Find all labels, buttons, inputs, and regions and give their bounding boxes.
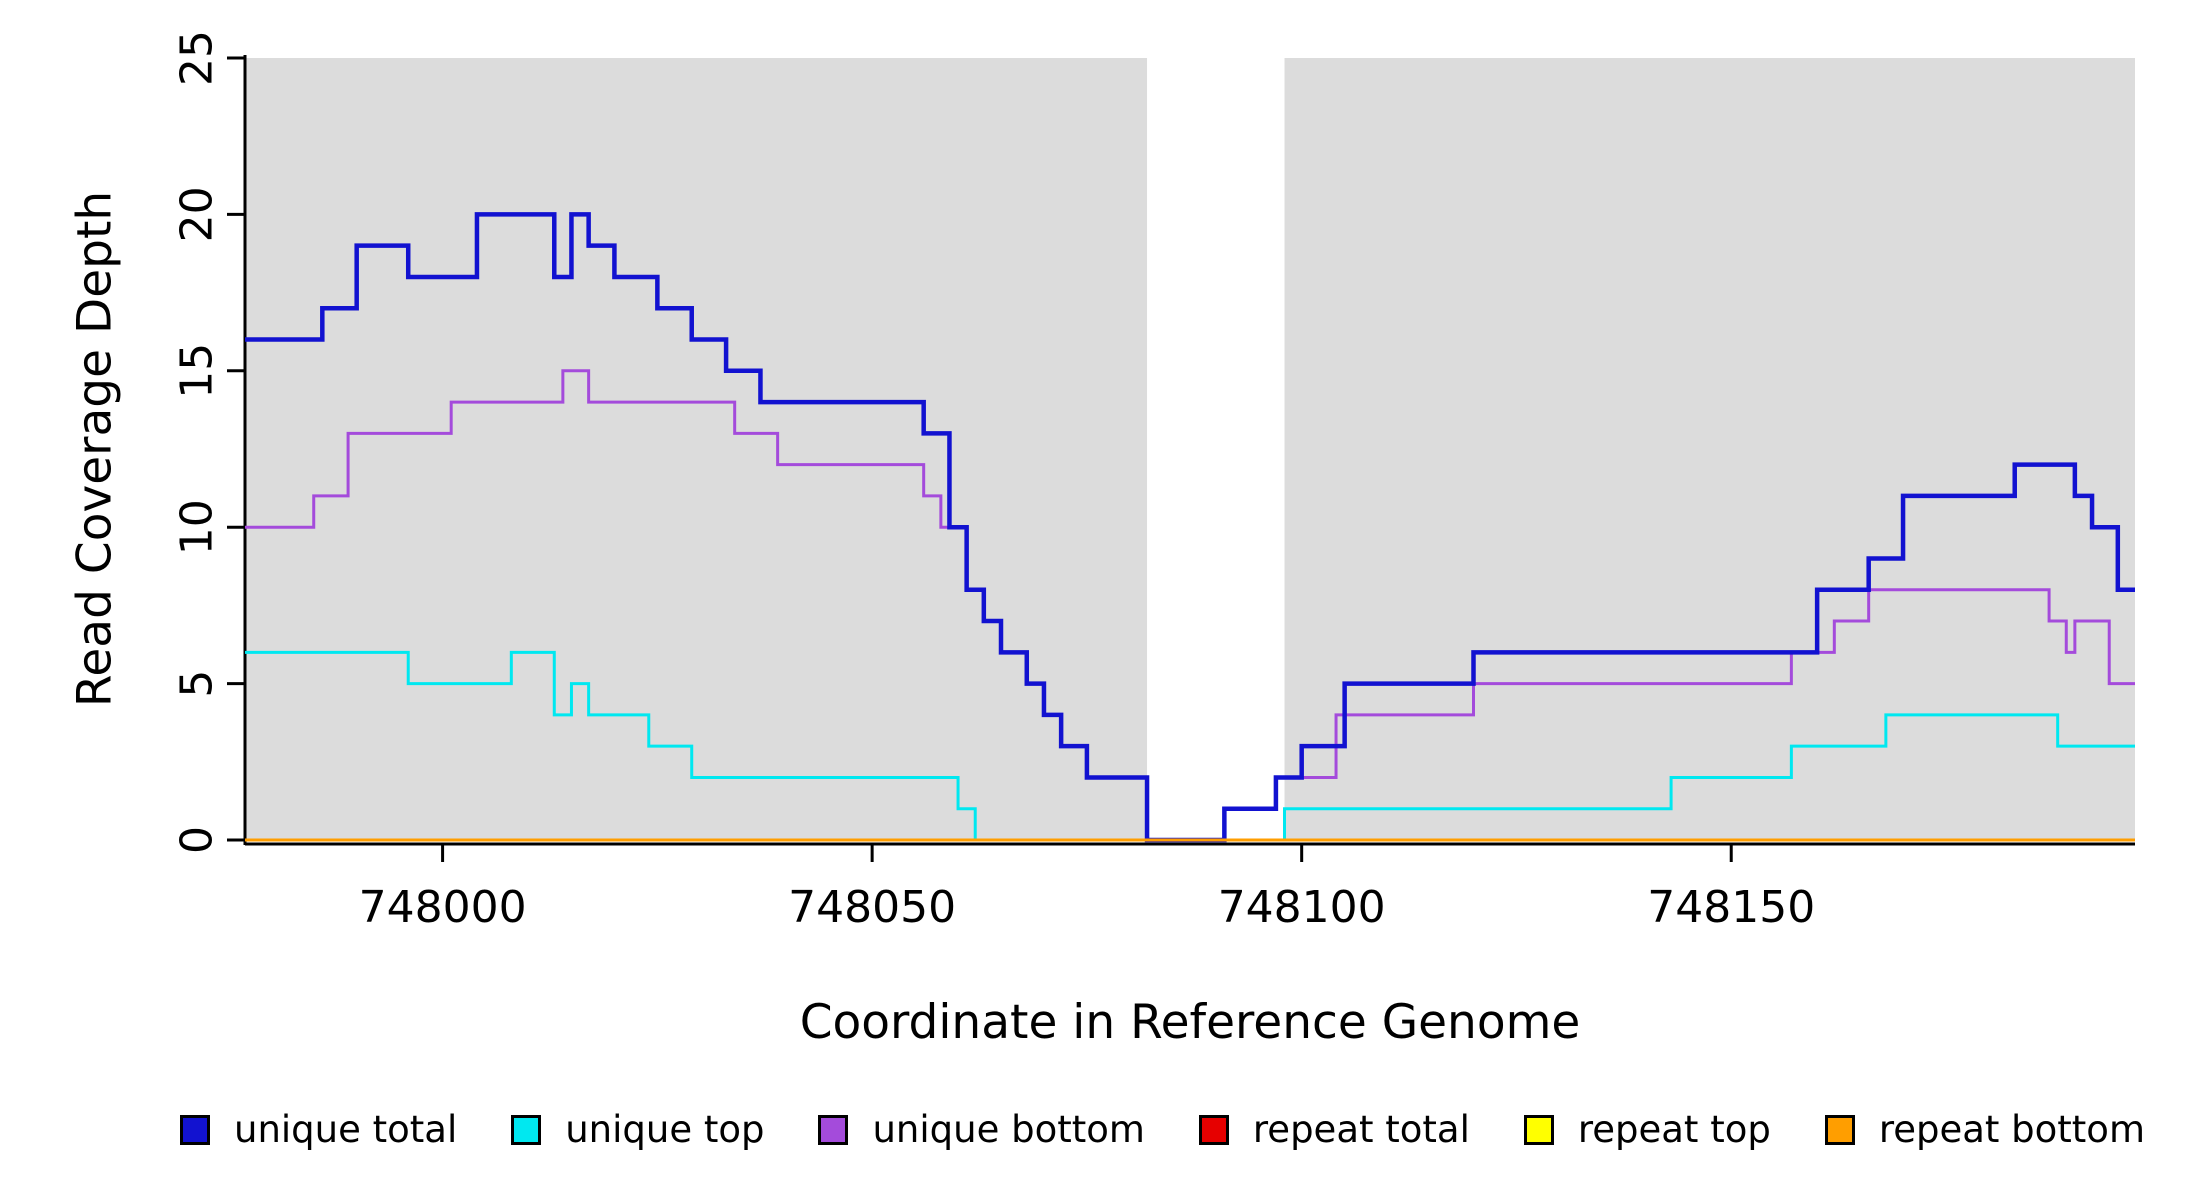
y-tick-label: 5 bbox=[172, 670, 223, 698]
x-tick-label: 748150 bbox=[1647, 882, 1815, 933]
legend-label-repeat-bottom: repeat bottom bbox=[1878, 1108, 2145, 1151]
legend-swatch-unique-bottom bbox=[818, 1114, 849, 1145]
y-tick-label: 25 bbox=[172, 30, 223, 86]
legend-item-repeat-total: repeat total bbox=[1198, 1108, 1470, 1151]
x-tick-label: 748000 bbox=[359, 882, 527, 933]
coverage-depth-chart: 748000 748050 748100 748150 0 5 10 15 20 25 Coordi… bbox=[68, 30, 2135, 1050]
chart-legend: unique total unique top unique bottom repea… bbox=[0, 1108, 2200, 1151]
y-tick-label: 10 bbox=[172, 499, 223, 555]
y-tick-label: 15 bbox=[172, 343, 223, 399]
y-axis-label: Read Coverage Depth bbox=[68, 191, 123, 707]
x-axis-label: Coordinate in Reference Genome bbox=[800, 995, 1581, 1050]
legend-label-repeat-total: repeat total bbox=[1252, 1108, 1470, 1151]
legend-swatch-repeat-bottom bbox=[1824, 1114, 1855, 1145]
legend-item-unique-bottom: unique bottom bbox=[818, 1108, 1145, 1151]
x-tick-label: 748050 bbox=[788, 882, 956, 933]
legend-label-repeat-top: repeat top bbox=[1577, 1108, 1771, 1151]
legend-swatch-unique-total bbox=[180, 1114, 210, 1145]
legend-label-unique-top: unique top bbox=[565, 1108, 765, 1151]
legend-swatch-unique-top bbox=[511, 1114, 542, 1145]
series-unique-top bbox=[245, 650, 2135, 842]
legend-item-unique-top: unique top bbox=[511, 1108, 765, 1151]
legend-item-repeat-top: repeat top bbox=[1523, 1108, 1771, 1151]
legend-item-unique-total: unique total bbox=[180, 1108, 457, 1151]
y-tick-label: 0 bbox=[172, 826, 223, 854]
y-tick-label: 20 bbox=[172, 186, 223, 242]
legend-swatch-repeat-top bbox=[1523, 1114, 1554, 1145]
x-tick-label: 748100 bbox=[1218, 882, 1386, 933]
legend-label-unique-total: unique total bbox=[234, 1108, 458, 1151]
legend-label-unique-bottom: unique bottom bbox=[872, 1108, 1145, 1151]
series-unique-total bbox=[245, 212, 2135, 843]
legend-item-repeat-bottom: repeat bottom bbox=[1824, 1108, 2145, 1151]
legend-swatch-repeat-total bbox=[1198, 1114, 1229, 1145]
shaded-region-1 bbox=[1284, 58, 2135, 840]
shaded-region-0 bbox=[245, 58, 1148, 840]
